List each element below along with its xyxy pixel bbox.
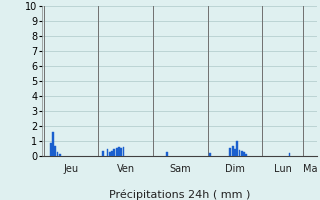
Text: Jeu: Jeu <box>64 164 79 174</box>
Bar <box>102 151 104 156</box>
Bar <box>239 150 240 156</box>
Bar <box>245 154 247 156</box>
Bar <box>52 132 54 156</box>
Bar <box>232 146 234 156</box>
Bar <box>57 152 59 156</box>
Bar <box>59 154 61 156</box>
Bar <box>50 142 52 156</box>
Bar <box>123 147 124 156</box>
Bar <box>118 147 120 156</box>
Bar <box>120 148 122 156</box>
Bar <box>111 151 113 156</box>
Bar <box>109 152 111 156</box>
Text: Ma: Ma <box>303 164 317 174</box>
Text: Dim: Dim <box>225 164 245 174</box>
Bar <box>241 151 243 156</box>
Bar <box>116 148 117 156</box>
Bar <box>289 153 291 156</box>
Bar <box>166 152 168 156</box>
Text: Sam: Sam <box>170 164 191 174</box>
Bar <box>54 146 56 156</box>
Bar <box>209 153 211 156</box>
Text: Précipitations 24h ( mm ): Précipitations 24h ( mm ) <box>108 189 250 200</box>
Bar <box>234 148 236 156</box>
Bar <box>243 152 245 156</box>
Text: Ven: Ven <box>117 164 135 174</box>
Bar <box>229 148 231 156</box>
Bar <box>236 141 238 156</box>
Bar <box>107 149 108 156</box>
Text: Lun: Lun <box>274 164 292 174</box>
Bar <box>114 148 115 156</box>
